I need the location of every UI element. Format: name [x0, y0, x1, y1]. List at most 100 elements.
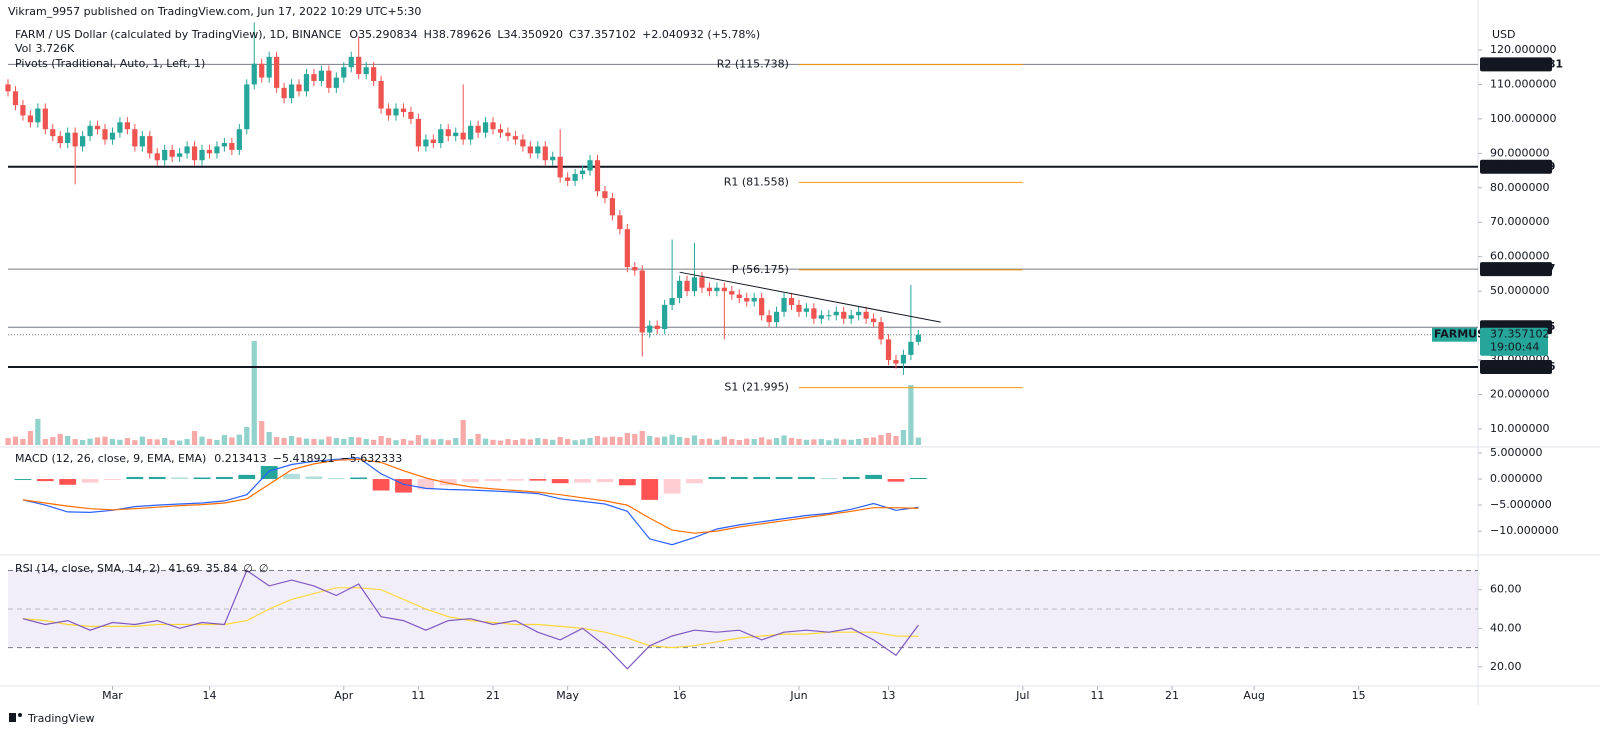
- legend-text: 35.84: [206, 562, 238, 575]
- macd-histogram-bar: [484, 479, 502, 482]
- macd-histogram-bar: [171, 477, 189, 480]
- candle-body: [311, 74, 317, 81]
- pane-layer: [8, 569, 1478, 670]
- candle-body: [72, 132, 78, 147]
- logo-mark: [18, 713, 22, 717]
- volume-bar: [415, 435, 422, 445]
- x-tick-label: Aug: [1243, 689, 1264, 702]
- macd-histogram-bar: [842, 476, 860, 480]
- rsi-line: [22, 569, 919, 670]
- volume-bar: [647, 436, 653, 445]
- candle-body: [736, 294, 742, 299]
- macd-histogram-bar: [372, 479, 390, 491]
- legend-text: RSI (14, close, SMA, 14, 2): [15, 562, 160, 575]
- candle-body: [565, 177, 571, 181]
- macd-histogram-bar: [59, 479, 77, 485]
- x-tick-label: Jul: [1015, 689, 1029, 702]
- candle-body: [527, 146, 533, 154]
- macd-histogram-bar: [238, 474, 256, 480]
- y-tick-label: 120.000000: [1490, 43, 1556, 56]
- candle-body: [42, 108, 48, 130]
- level-badge-label: 27.969896: [1490, 360, 1556, 373]
- y-tick-label: 100.000000: [1490, 112, 1556, 125]
- level-badge-label: 56.373137: [1490, 262, 1555, 275]
- candle-body: [438, 129, 444, 144]
- x-tick-label: Jun: [789, 689, 807, 702]
- macd-histogram-bar: [327, 478, 345, 480]
- candle-body: [80, 136, 86, 147]
- candle-body: [714, 287, 720, 292]
- y-tick-label: −5.000000: [1490, 498, 1552, 511]
- candle-body: [318, 70, 325, 81]
- pivot-label: R1 (81.558): [724, 175, 789, 188]
- volume-bar: [811, 439, 817, 445]
- candle-body: [684, 280, 690, 292]
- macd-histogram-bar: [417, 479, 435, 490]
- candle-body: [482, 122, 489, 133]
- symbol-badge-label: FARMUSD: [1434, 328, 1494, 341]
- trendline: [679, 271, 941, 323]
- candle-body: [781, 298, 787, 312]
- volume-bar: [363, 439, 369, 445]
- volume-bar: [602, 437, 608, 445]
- volume-bar: [744, 438, 750, 445]
- volume-bar: [162, 438, 168, 445]
- macd-histogram-bar: [730, 476, 748, 480]
- candle-body: [535, 146, 541, 154]
- volume-bar: [326, 436, 332, 445]
- candle-body: [229, 143, 235, 150]
- volume-bar: [803, 439, 810, 445]
- macd-histogram-bar: [507, 479, 524, 481]
- volume-bar: [221, 435, 228, 445]
- candle-body: [244, 84, 250, 130]
- macd-histogram-bar: [283, 473, 300, 480]
- pivot-label: R2 (115.738): [717, 58, 789, 71]
- candle-body: [900, 354, 907, 364]
- candle-body: [803, 308, 810, 312]
- candle-body: [274, 56, 280, 88]
- macd-histogram-bar: [350, 477, 368, 480]
- candle-body: [550, 156, 556, 161]
- candle-body: [788, 298, 795, 305]
- macd-histogram-bar: [14, 479, 32, 481]
- legend-text: ∅: [259, 562, 269, 575]
- volume-bar: [117, 439, 123, 445]
- candle-body: [609, 198, 616, 216]
- volume-bar: [132, 440, 138, 445]
- volume-bar: [833, 438, 839, 445]
- x-tick-label: 11: [1090, 689, 1104, 702]
- volume-bar: [251, 341, 257, 445]
- candle-body: [557, 156, 563, 178]
- candle-body: [423, 139, 429, 147]
- legend-text: −5.632333: [340, 452, 402, 465]
- candle-body: [214, 146, 220, 154]
- macd-histogram-bar: [551, 479, 569, 484]
- volume-bar: [20, 439, 26, 445]
- volume-bar: [438, 439, 444, 445]
- candle-body: [199, 149, 205, 161]
- volume-bar: [393, 440, 399, 445]
- candle-body: [885, 339, 892, 361]
- volume-bar: [609, 436, 616, 445]
- candle-body: [878, 322, 884, 340]
- macd-histogram-bar: [596, 479, 614, 483]
- legend-text: 37.357102: [577, 28, 637, 41]
- candle-body: [117, 122, 123, 133]
- volume-bar: [654, 437, 660, 445]
- candle-body: [863, 311, 869, 319]
- volume-bar: [624, 433, 630, 445]
- volume-bar: [751, 439, 757, 445]
- volume-bar: [274, 437, 280, 445]
- candle-body: [669, 298, 675, 305]
- candle-body: [512, 136, 519, 140]
- candle-body: [177, 153, 183, 157]
- volume-bar: [288, 436, 295, 445]
- candle-body: [699, 277, 705, 288]
- x-tick-label: Mar: [102, 689, 123, 702]
- volume-bar: [594, 436, 601, 445]
- macd-histogram-bar: [36, 479, 54, 482]
- candle-body: [841, 311, 847, 319]
- volume-bar: [885, 433, 892, 445]
